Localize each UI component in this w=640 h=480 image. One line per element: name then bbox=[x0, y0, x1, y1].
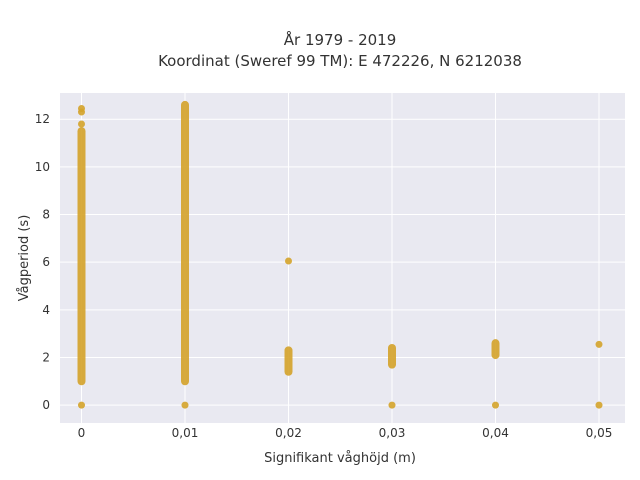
x-tick-label: 0,02 bbox=[275, 426, 302, 440]
y-tick-label: 4 bbox=[42, 303, 50, 317]
data-point bbox=[78, 120, 85, 128]
data-point bbox=[181, 401, 189, 409]
gridlines bbox=[60, 93, 625, 423]
x-tick-label: 0,03 bbox=[379, 426, 406, 440]
y-tick-label: 12 bbox=[35, 112, 50, 126]
x-axis-title: Signifikant våghöjd (m) bbox=[264, 451, 416, 466]
y-axis-title: Vågperiod (s) bbox=[17, 215, 32, 302]
y-tick-label: 2 bbox=[42, 350, 50, 364]
x-axis-ticks: 0 0,01 0,02 0,03 0,04 0,05 bbox=[78, 426, 613, 440]
x-tick-label: 0 bbox=[78, 426, 86, 440]
y-tick-label: 6 bbox=[42, 255, 50, 269]
data-point bbox=[492, 401, 499, 409]
data-point bbox=[78, 401, 85, 409]
y-tick-label: 8 bbox=[42, 208, 50, 222]
chart-title-line-2: Koordinat (Sweref 99 TM): E 472226, N 62… bbox=[158, 52, 522, 70]
data-point bbox=[595, 401, 603, 409]
y-tick-label: 0 bbox=[42, 398, 50, 412]
y-tick-label: 10 bbox=[35, 160, 50, 174]
data-point bbox=[78, 104, 85, 112]
data-point bbox=[388, 401, 396, 409]
plot-area bbox=[60, 93, 625, 423]
data-points bbox=[77, 100, 603, 409]
x-tick-label: 0,05 bbox=[586, 426, 613, 440]
y-axis-ticks: 0 2 4 6 8 10 12 bbox=[35, 112, 50, 412]
x-tick-label: 0,01 bbox=[172, 426, 199, 440]
chart-title-line-1: År 1979 - 2019 bbox=[284, 30, 397, 49]
x-tick-label: 0,04 bbox=[482, 426, 509, 440]
data-point bbox=[285, 257, 292, 265]
data-point bbox=[595, 340, 603, 348]
